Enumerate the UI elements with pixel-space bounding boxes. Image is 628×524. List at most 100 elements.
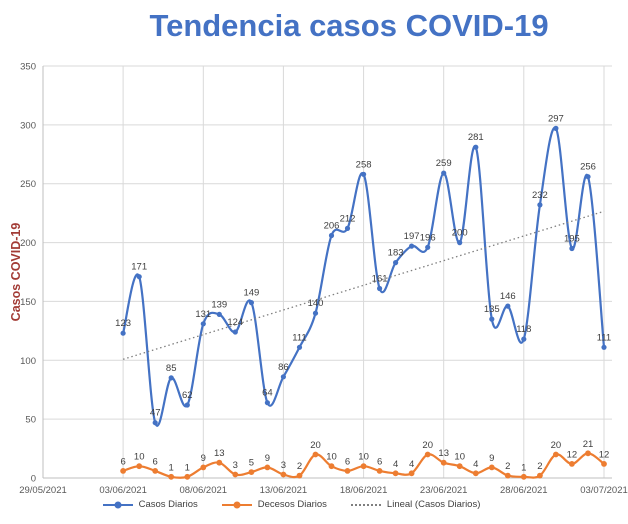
casos-diarios-data-label: 259 bbox=[436, 158, 452, 169]
x-tick-label: 23/06/2021 bbox=[420, 485, 468, 496]
decesos-diarios-marker bbox=[392, 470, 399, 477]
casos-diarios-legend-line-icon bbox=[102, 501, 133, 508]
casos-diarios-data-label: 111 bbox=[292, 332, 306, 343]
decesos-diarios-data-label: 2 bbox=[537, 461, 542, 472]
decesos-diarios-data-label: 1 bbox=[169, 462, 174, 473]
casos-diarios-marker bbox=[409, 243, 415, 249]
casos-diarios-data-label: 123 bbox=[115, 318, 131, 329]
decesos-diarios-data-label: 2 bbox=[505, 461, 510, 472]
casos-diarios-data-label: 212 bbox=[340, 213, 356, 224]
casos-diarios-data-label: 111 bbox=[597, 332, 611, 343]
y-tick-label: 150 bbox=[20, 297, 36, 308]
casos-diarios-data-label: 140 bbox=[308, 298, 324, 309]
casos-diarios-data-label: 195 bbox=[564, 234, 580, 245]
casos-diarios-marker bbox=[328, 232, 335, 239]
decesos-diarios-data-label: 12 bbox=[567, 449, 578, 460]
decesos-diarios-marker bbox=[520, 473, 527, 480]
casos-diarios-data-label: 200 bbox=[452, 228, 468, 239]
decesos-diarios-data-label: 6 bbox=[153, 456, 158, 467]
casos-diarios-marker bbox=[200, 321, 206, 327]
decesos-diarios-marker bbox=[296, 472, 303, 479]
casos-diarios-marker bbox=[441, 170, 447, 176]
casos-diarios-data-label: 47 bbox=[150, 408, 161, 419]
decesos-diarios-data-label: 10 bbox=[454, 452, 465, 463]
casos-diarios-marker bbox=[344, 225, 351, 231]
decesos-diarios-data-label: 6 bbox=[345, 456, 350, 467]
casos-diarios-data-label: 196 bbox=[420, 232, 436, 243]
y-tick-label: 300 bbox=[20, 120, 36, 131]
casos-diarios-marker bbox=[120, 330, 126, 336]
casos-diarios-data-label: 197 bbox=[404, 231, 420, 242]
casos-diarios-data-label: 183 bbox=[388, 248, 404, 259]
decesos-diarios-data-label: 1 bbox=[185, 462, 190, 473]
casos-diarios-data-label: 281 bbox=[468, 132, 484, 143]
trendline-legend-line-icon bbox=[350, 503, 381, 506]
decesos-diarios-marker bbox=[248, 469, 255, 475]
decesos-diarios-data-label: 3 bbox=[233, 460, 238, 471]
casos-diarios-marker bbox=[537, 202, 543, 208]
decesos-diarios-marker bbox=[376, 468, 383, 474]
decesos-diarios-marker bbox=[168, 473, 175, 480]
decesos-diarios-marker bbox=[264, 464, 271, 471]
decesos-diarios-data-label: 20 bbox=[422, 440, 433, 451]
decesos-diarios-data-label: 10 bbox=[358, 452, 369, 463]
casos-diarios-data-label: 139 bbox=[211, 299, 227, 310]
casos-diarios-marker bbox=[216, 311, 222, 317]
decesos-diarios-data-label: 20 bbox=[551, 440, 562, 451]
casos-diarios-marker bbox=[232, 329, 238, 335]
casos-diarios-marker bbox=[136, 274, 142, 280]
decesos-diarios-marker bbox=[456, 463, 463, 470]
casos-diarios-data-label: 149 bbox=[243, 288, 259, 299]
decesos-diarios-marker bbox=[585, 450, 591, 457]
decesos-diarios-marker bbox=[328, 463, 335, 470]
decesos-diarios-data-label: 9 bbox=[489, 453, 494, 464]
legend-label-trendline: Lineal (Casos Diarios) bbox=[386, 499, 481, 510]
decesos-diarios-data-label: 1 bbox=[521, 462, 526, 473]
legend-item-decesos-diarios: Decesos Diarios bbox=[221, 499, 327, 510]
casos-diarios-marker bbox=[296, 344, 303, 350]
decesos-diarios-legend-line-icon bbox=[221, 501, 252, 508]
decesos-diarios-data-label: 3 bbox=[281, 460, 286, 471]
decesos-diarios-marker bbox=[360, 463, 367, 470]
decesos-diarios-marker bbox=[408, 470, 415, 477]
casos-diarios-marker bbox=[521, 336, 527, 342]
casos-diarios-data-label: 206 bbox=[324, 221, 340, 232]
casos-diarios-data-label: 161 bbox=[372, 274, 388, 285]
x-tick-label: 08/06/2021 bbox=[180, 485, 228, 496]
casos-diarios-data-label: 124 bbox=[227, 317, 243, 328]
y-tick-label: 0 bbox=[31, 474, 36, 485]
y-tick-label: 200 bbox=[20, 238, 36, 249]
chart-title: Tendencia casos COVID-19 bbox=[149, 8, 549, 43]
decesos-diarios-marker bbox=[312, 451, 319, 458]
casos-diarios-marker bbox=[264, 400, 270, 406]
casos-diarios-marker bbox=[152, 420, 158, 426]
casos-diarios-marker bbox=[585, 174, 591, 180]
decesos-diarios-marker bbox=[232, 471, 239, 478]
y-tick-label: 100 bbox=[20, 356, 36, 367]
casos-diarios-marker bbox=[601, 344, 607, 350]
casos-diarios-marker bbox=[489, 316, 495, 322]
decesos-diarios-data-label: 6 bbox=[377, 456, 382, 467]
chart-legend: Casos Diarios Decesos Diarios Lineal (Ca… bbox=[0, 499, 583, 510]
decesos-diarios-marker bbox=[216, 459, 223, 466]
casos-diarios-marker bbox=[377, 285, 383, 292]
casos-diarios-marker bbox=[280, 374, 286, 380]
decesos-diarios-data-label: 12 bbox=[599, 449, 610, 460]
legend-item-casos-diarios: Casos Diarios bbox=[102, 499, 198, 510]
legend-item-trendline: Lineal (Casos Diarios) bbox=[350, 499, 481, 510]
casos-diarios-marker bbox=[553, 125, 559, 131]
decesos-diarios-marker bbox=[152, 468, 159, 474]
x-tick-label: 28/06/2021 bbox=[500, 485, 548, 496]
casos-diarios-data-label: 171 bbox=[131, 262, 147, 273]
decesos-diarios-markers bbox=[120, 450, 607, 480]
x-tick-label: 13/06/2021 bbox=[260, 485, 308, 496]
y-tick-label: 350 bbox=[20, 62, 36, 73]
y-tick-label: 250 bbox=[20, 179, 36, 190]
decesos-diarios-marker bbox=[280, 471, 287, 478]
casos-diarios-marker bbox=[312, 310, 319, 316]
casos-diarios-marker bbox=[425, 244, 431, 250]
decesos-diarios-marker bbox=[200, 464, 207, 471]
casos-diarios-data-label: 86 bbox=[278, 362, 289, 373]
